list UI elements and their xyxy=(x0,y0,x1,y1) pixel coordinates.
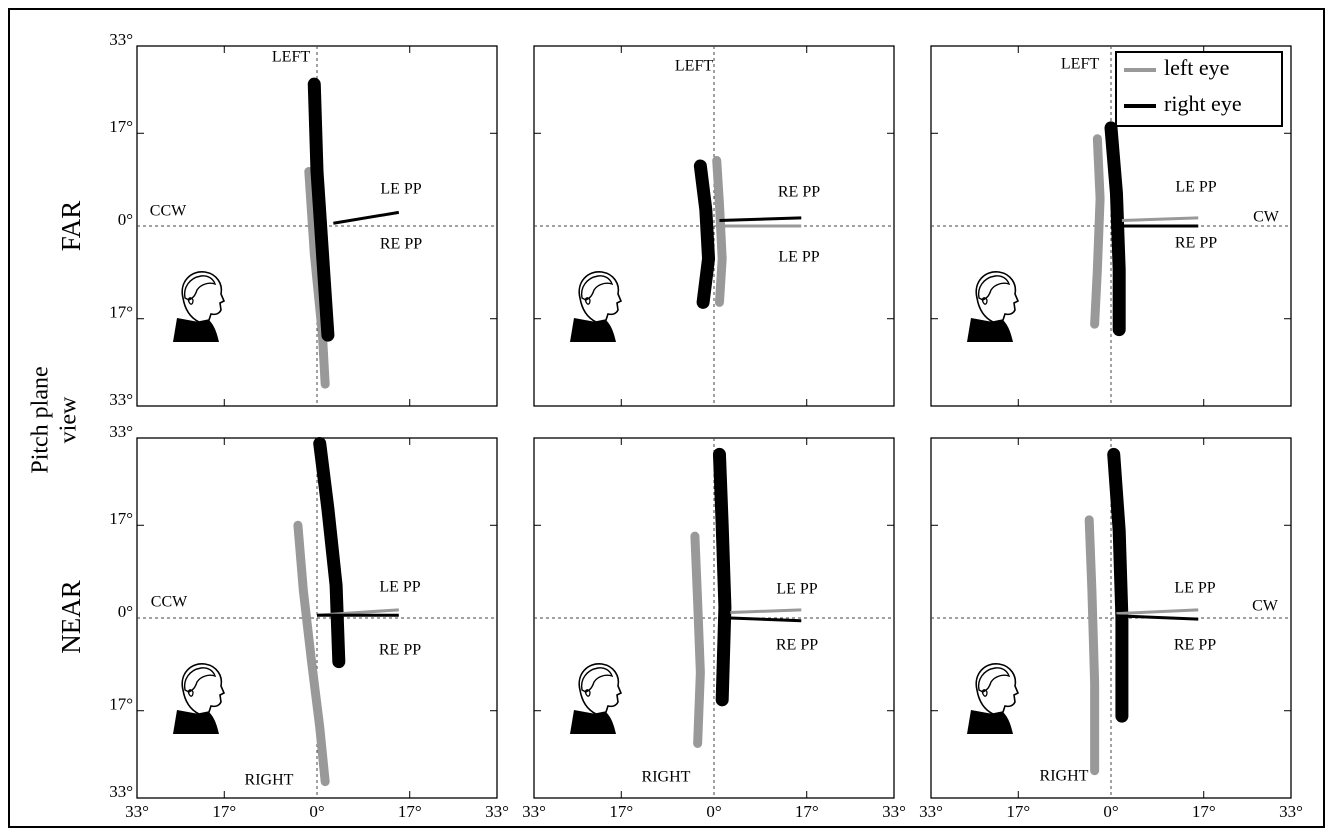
annotation: RE PP xyxy=(1174,637,1216,654)
annotation: LEFT xyxy=(272,49,310,66)
eye-trace xyxy=(313,436,346,669)
annotation: LE PP xyxy=(778,249,819,266)
annotation: RE PP xyxy=(380,236,422,253)
y-tick-label: 17° xyxy=(109,509,133,528)
annotation: CW xyxy=(1253,209,1280,226)
x-tick-label: 33° xyxy=(522,802,546,821)
annotation: RIGHT xyxy=(1040,768,1089,785)
pp-line xyxy=(719,216,802,223)
y-tick-label: 33° xyxy=(109,782,133,801)
y-tick-label: 33° xyxy=(109,390,133,409)
legend-label: right eye xyxy=(1164,91,1242,116)
annotation: LE PP xyxy=(1175,179,1216,196)
x-tick-label: 17° xyxy=(398,802,422,821)
x-tick-label: 17° xyxy=(1192,802,1216,821)
eye-trace xyxy=(293,520,330,787)
eye-trace xyxy=(1104,121,1126,337)
annotation: LE PP xyxy=(380,181,421,198)
x-tick-label: 33° xyxy=(882,802,906,821)
annotation: LEFT xyxy=(1061,56,1099,73)
eye-trace xyxy=(693,159,716,309)
annotation: RE PP xyxy=(778,184,820,201)
annotation: RIGHT xyxy=(642,769,691,786)
frame xyxy=(8,8,1325,828)
x-tick-label: 0° xyxy=(1103,802,1118,821)
eye-trace xyxy=(712,156,727,307)
annotation: RIGHT xyxy=(245,772,294,789)
y-tick-label: 33° xyxy=(109,30,133,49)
x-tick-label: 17° xyxy=(609,802,633,821)
eye-trace xyxy=(304,166,330,389)
eye-trace xyxy=(1107,447,1129,723)
y-tick-label: 0° xyxy=(118,210,133,229)
annotation: RE PP xyxy=(776,637,818,654)
eye-trace xyxy=(307,77,335,342)
pp-line xyxy=(333,210,400,225)
y-tick-label: 0° xyxy=(118,602,133,621)
pp-line xyxy=(730,616,802,623)
x-tick-label: 33° xyxy=(1279,802,1303,821)
eye-trace xyxy=(690,531,705,748)
pp-line xyxy=(1116,614,1199,621)
annotation: LE PP xyxy=(776,581,817,598)
x-tick-label: 17° xyxy=(1006,802,1030,821)
legend-box xyxy=(1115,51,1283,127)
annotation: RE PP xyxy=(1175,235,1217,252)
y-tick-label: 17° xyxy=(109,303,133,322)
pp-line xyxy=(1116,608,1199,616)
x-tick-label: 17° xyxy=(212,802,236,821)
y-tick-label: 17° xyxy=(109,695,133,714)
eye-trace xyxy=(712,447,732,707)
x-tick-label: 0° xyxy=(706,802,721,821)
pp-line xyxy=(730,608,802,615)
annotation: LEFT xyxy=(675,58,713,75)
annotation: CCW xyxy=(151,594,188,611)
row-label: NEAR xyxy=(56,580,86,654)
annotation: LE PP xyxy=(1174,580,1215,597)
x-tick-label: 33° xyxy=(919,802,943,821)
y-tick-label: 33° xyxy=(109,422,133,441)
y-label: view xyxy=(56,396,82,443)
eye-trace xyxy=(1084,515,1100,776)
legend-label: left eye xyxy=(1164,55,1229,80)
row-label: FAR xyxy=(56,201,86,252)
annotation: LE PP xyxy=(379,579,420,596)
annotation: CW xyxy=(1252,598,1279,615)
eye-trace xyxy=(1090,134,1105,329)
x-tick-label: 33° xyxy=(125,802,149,821)
x-tick-label: 17° xyxy=(795,802,819,821)
pp-line xyxy=(1121,216,1199,223)
y-tick-label: 17° xyxy=(109,117,133,136)
annotation: CCW xyxy=(150,203,187,220)
x-tick-label: 33° xyxy=(485,802,509,821)
annotation: RE PP xyxy=(379,642,421,659)
y-label: Pitch plane xyxy=(28,366,54,473)
x-tick-label: 0° xyxy=(309,802,324,821)
